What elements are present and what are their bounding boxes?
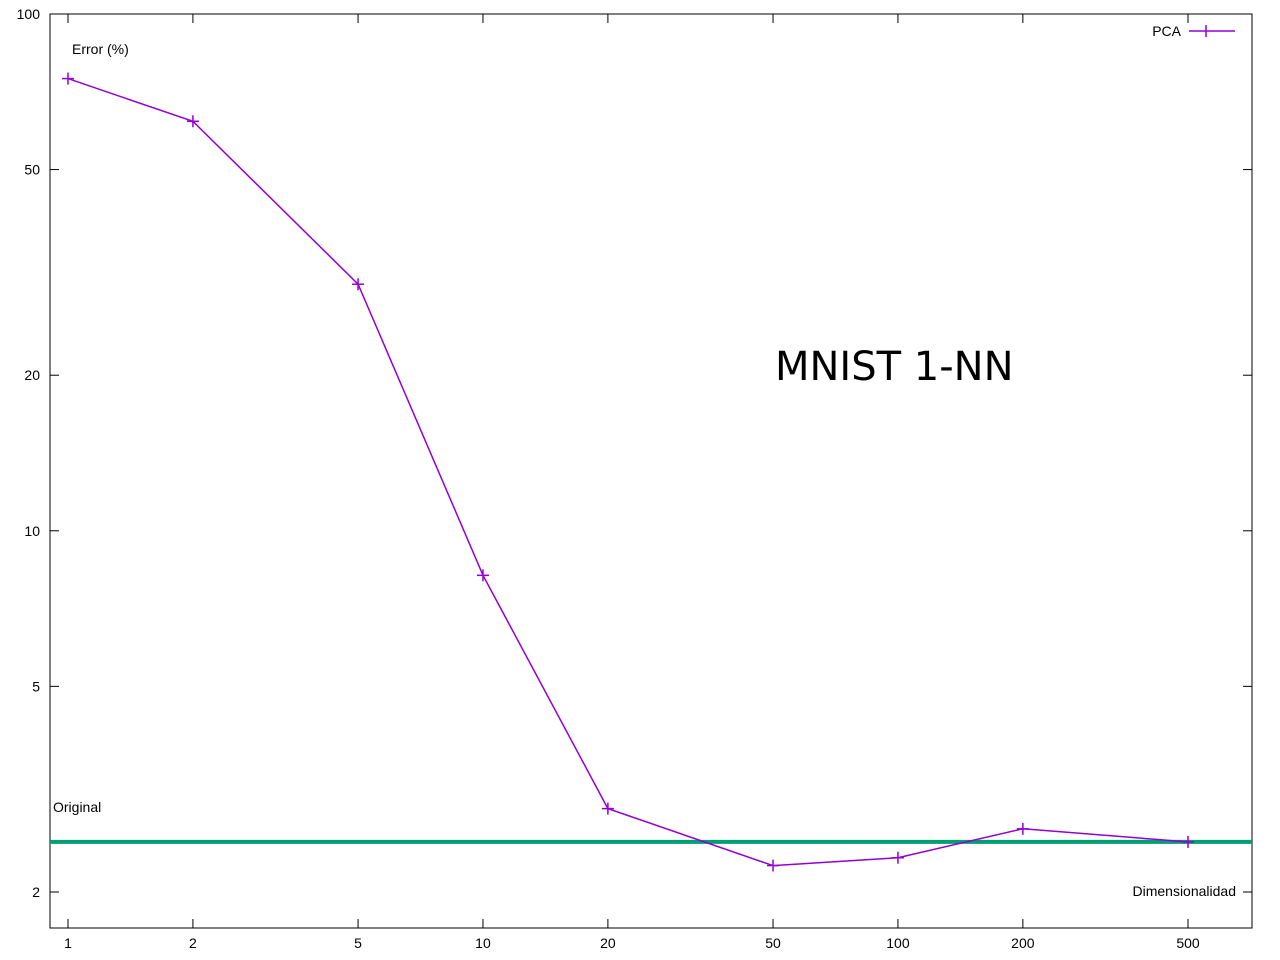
x-tick-label: 5: [354, 935, 362, 951]
legend-sample-pca: [1189, 25, 1235, 37]
legend: PCA: [1152, 23, 1235, 39]
x-tick-label: 500: [1176, 935, 1200, 951]
legend-label-pca: PCA: [1152, 23, 1181, 39]
y-tick-label: 20: [24, 367, 40, 383]
data-point: [1016, 822, 1029, 835]
data-point: [186, 115, 199, 128]
chart-title: MNIST 1-NN: [775, 344, 1014, 390]
reference-line-label: Original: [53, 799, 101, 815]
x-tick-label: 50: [765, 935, 781, 951]
data-point: [601, 802, 614, 815]
axis-ticks: [50, 13, 1252, 928]
y-tick-label: 2: [32, 884, 40, 900]
data-point: [352, 278, 365, 291]
axis-tick-labels: 1 2 5 10 20 50 100 200 500 2 5 10 20 50 100: [17, 6, 1200, 951]
data-point: [1182, 835, 1194, 848]
y-tick-label: 100: [17, 6, 41, 22]
x-tick-label: 100: [886, 935, 910, 951]
y-axis-label: Error (%): [72, 41, 129, 57]
x-tick-label: 10: [475, 935, 491, 951]
x-tick-label: 20: [600, 935, 616, 951]
series-line-pca: [67, 77, 1189, 867]
y-tick-label: 5: [32, 678, 40, 694]
x-tick-label: 2: [189, 935, 197, 951]
data-point: [62, 72, 74, 85]
x-axis-label: Dimensionalidad: [1132, 883, 1236, 899]
data-point: [767, 859, 780, 872]
y-tick-label: 10: [24, 523, 40, 539]
x-tick-label: 200: [1011, 935, 1035, 951]
series-group: [62, 72, 1194, 872]
data-point: [476, 569, 489, 582]
data-point: [891, 851, 904, 864]
y-tick-label: 50: [24, 162, 40, 178]
plot-frame: [49, 13, 1253, 929]
x-tick-label: 1: [64, 935, 72, 951]
